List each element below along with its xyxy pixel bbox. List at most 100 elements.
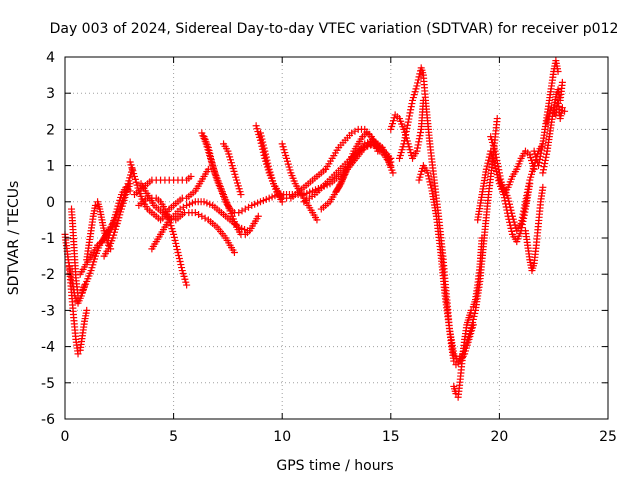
- data-point: [522, 195, 530, 203]
- data-point: [313, 216, 321, 224]
- data-point: [536, 152, 544, 160]
- data-point: [170, 233, 178, 241]
- data-point: [525, 179, 533, 187]
- data-point: [400, 140, 408, 148]
- data-point: [415, 135, 423, 143]
- data-point: [403, 124, 411, 132]
- data-point: [536, 155, 544, 163]
- data-point: [260, 144, 268, 152]
- series-arc27: [450, 234, 486, 401]
- data-point: [401, 134, 409, 142]
- data-point: [483, 162, 491, 170]
- data-point: [205, 147, 213, 155]
- data-point: [523, 188, 531, 196]
- data-point: [494, 163, 502, 171]
- data-point: [427, 184, 435, 192]
- data-point: [540, 163, 548, 171]
- data-point: [554, 67, 562, 75]
- data-point: [207, 156, 215, 164]
- data-point: [264, 162, 272, 170]
- data-point: [467, 306, 475, 314]
- series-arc2: [65, 263, 91, 358]
- data-point: [415, 138, 423, 146]
- data-point: [521, 198, 529, 206]
- data-point: [176, 258, 184, 266]
- data-point: [539, 169, 547, 177]
- data-point: [484, 159, 492, 167]
- data-point: [126, 180, 134, 188]
- data-point: [177, 261, 185, 269]
- data-point: [406, 109, 414, 117]
- data-point: [506, 203, 514, 211]
- data-point: [519, 210, 527, 218]
- data-point: [408, 100, 416, 108]
- data-point: [206, 150, 214, 158]
- data-point: [263, 156, 271, 164]
- data-point: [407, 103, 415, 111]
- y-tick-label: -6: [41, 412, 55, 428]
- data-point: [74, 350, 82, 358]
- data-point: [204, 165, 212, 173]
- data-point: [467, 325, 475, 332]
- data-point: [492, 150, 500, 158]
- data-point: [538, 146, 546, 154]
- data-point: [541, 156, 549, 164]
- data-point: [413, 82, 421, 90]
- series-arc13: [148, 198, 251, 253]
- data-point: [74, 292, 82, 300]
- data-point: [402, 127, 410, 135]
- data-point: [417, 129, 425, 137]
- y-tick-label: -3: [41, 303, 55, 319]
- data-point: [204, 144, 212, 151]
- x-tick-label: 20: [490, 429, 508, 445]
- data-point: [496, 172, 504, 180]
- data-point: [541, 160, 549, 168]
- data-point: [492, 153, 500, 161]
- data-point: [414, 79, 422, 87]
- data-point: [413, 147, 421, 155]
- series-arc3: [68, 205, 82, 300]
- data-point: [524, 185, 532, 193]
- data-point: [207, 153, 215, 161]
- data-point: [404, 121, 412, 129]
- y-tick-label: -1: [41, 231, 55, 247]
- series-arc8: [104, 183, 134, 242]
- data-point: [523, 192, 531, 200]
- data-point: [470, 312, 478, 320]
- data-point: [468, 321, 476, 329]
- data-point: [558, 78, 566, 86]
- data-point: [174, 248, 182, 256]
- data-point: [415, 73, 423, 81]
- data-point: [230, 248, 238, 256]
- data-point: [261, 147, 269, 155]
- data-point: [561, 107, 569, 115]
- series-arc32: [530, 57, 562, 170]
- data-point: [414, 76, 422, 84]
- data-point: [539, 166, 547, 174]
- data-point: [256, 129, 264, 137]
- data-point: [494, 160, 502, 168]
- series-arc31: [521, 183, 547, 275]
- data-point: [413, 144, 421, 152]
- data-point: [183, 281, 191, 289]
- data-point: [416, 132, 424, 140]
- data-point: [425, 175, 433, 183]
- y-tick-label: 0: [46, 195, 55, 211]
- x-tick-label: 5: [169, 429, 178, 445]
- data-point: [495, 169, 503, 177]
- data-point: [170, 230, 178, 238]
- data-point: [175, 255, 183, 263]
- data-point: [126, 187, 134, 195]
- data-point: [493, 115, 501, 123]
- data-point: [400, 137, 408, 145]
- data-point: [537, 149, 545, 157]
- data-point: [404, 118, 412, 126]
- series-arc23: [333, 129, 397, 195]
- data-point: [426, 178, 434, 186]
- data-point: [518, 216, 526, 224]
- chart-title: Day 003 of 2024, Sidereal Day-to-day VTE…: [50, 21, 619, 37]
- data-point: [525, 182, 533, 190]
- data-point: [171, 236, 179, 244]
- series-arc6: [83, 198, 115, 264]
- series-arc34: [543, 96, 569, 126]
